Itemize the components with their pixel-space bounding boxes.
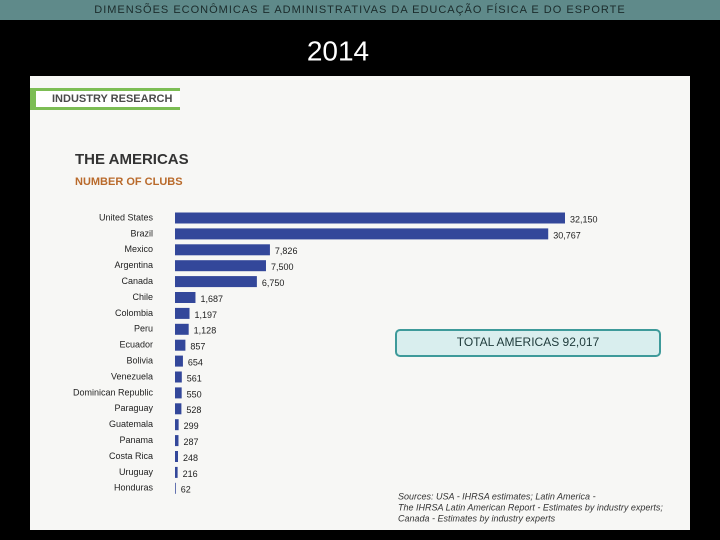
source-line: Canada - Estimates by industry experts — [398, 513, 556, 523]
y-tick-label: Uruguay — [119, 467, 154, 477]
bar — [175, 260, 266, 272]
bar — [175, 323, 189, 335]
value-label: 216 — [183, 469, 198, 479]
value-label: 32,150 — [570, 214, 598, 224]
value-label: 1,687 — [200, 294, 223, 304]
value-label: 7,500 — [271, 262, 294, 272]
y-tick-label: Argentina — [114, 260, 153, 270]
bar — [175, 419, 179, 431]
value-label: 561 — [187, 373, 202, 383]
value-label: 857 — [190, 342, 205, 352]
y-tick-label: United States — [99, 212, 154, 222]
value-label: 528 — [186, 405, 201, 415]
y-tick-label: Bolivia — [126, 355, 153, 365]
value-label: 550 — [187, 389, 202, 399]
bar — [175, 212, 565, 224]
bar — [175, 435, 179, 447]
badge-inner — [36, 91, 180, 107]
value-label: 654 — [188, 357, 203, 367]
y-tick-label: Venezuela — [111, 371, 153, 381]
value-label: 287 — [183, 437, 198, 447]
bar — [175, 403, 182, 415]
y-tick-label: Guatemala — [109, 419, 153, 429]
value-label: 299 — [184, 421, 199, 431]
value-label: 62 — [181, 485, 191, 495]
value-label: 6,750 — [262, 278, 285, 288]
header-bar — [0, 0, 720, 20]
panel — [30, 76, 690, 530]
header-title: DIMENSÕES ECONÔMICAS E ADMINISTRATIVAS D… — [94, 3, 625, 16]
bar — [175, 228, 549, 240]
chart-title: THE AMERICAS — [75, 151, 189, 168]
source-line: The IHRSA Latin American Report - Estima… — [398, 502, 663, 512]
y-tick-label: Honduras — [114, 483, 154, 493]
year: 2014 — [307, 35, 369, 66]
y-tick-label: Paraguay — [114, 403, 153, 413]
y-tick-label: Costa Rica — [109, 451, 153, 461]
bar — [175, 387, 182, 399]
bar — [175, 307, 190, 319]
y-tick-label: Canada — [121, 276, 153, 286]
value-label: 7,826 — [275, 246, 298, 256]
bar — [175, 482, 176, 494]
value-label: 1,128 — [194, 326, 217, 336]
bar — [175, 292, 196, 303]
bar — [175, 339, 186, 351]
badge: INDUSTRY RESEARCH — [52, 93, 172, 105]
y-tick-label: Brazil — [130, 228, 153, 238]
bar — [175, 371, 182, 383]
bar — [175, 276, 257, 288]
value-label: 1,197 — [195, 310, 218, 320]
bar — [175, 451, 179, 462]
bar — [175, 466, 178, 478]
bar — [175, 244, 270, 256]
y-tick-label: Panama — [119, 435, 153, 445]
total-label: TOTAL AMERICAS 92,017 — [457, 335, 600, 349]
source-line: Sources: USA - IHRSA estimates; Latin Am… — [398, 491, 596, 501]
y-tick-label: Chile — [132, 292, 153, 302]
y-tick-label: Dominican Republic — [73, 387, 154, 397]
y-tick-label: Colombia — [115, 308, 153, 318]
chart-subtitle: NUMBER OF CLUBS — [75, 176, 183, 188]
y-tick-label: Mexico — [124, 244, 153, 254]
bar — [175, 355, 183, 367]
source: Sources: USA - IHRSA estimates; Latin Am… — [398, 491, 663, 523]
value-label: 248 — [183, 453, 198, 463]
total-box — [395, 329, 661, 357]
y-tick-label: Peru — [134, 324, 153, 334]
value-label: 30,767 — [553, 230, 581, 240]
y-tick-label: Ecuador — [119, 340, 153, 350]
